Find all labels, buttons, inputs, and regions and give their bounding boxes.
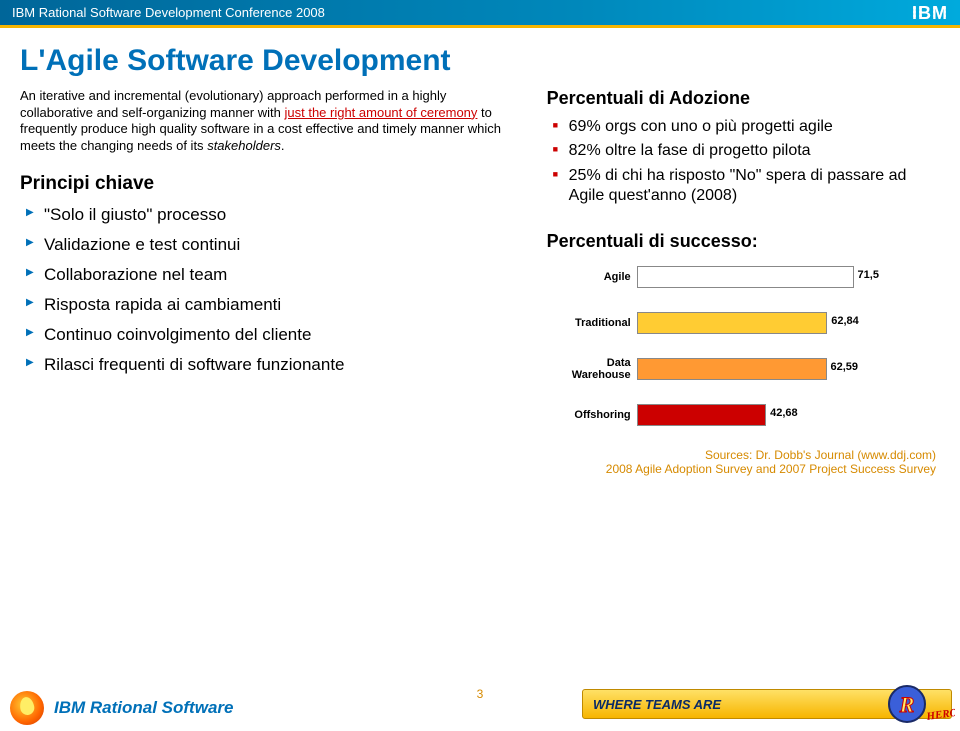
footer-title: IBM Rational Software <box>54 698 233 718</box>
footer-banner: WHERE TEAMS ARE R HEROES <box>582 689 952 719</box>
principi-item: Risposta rapida ai cambiamenti <box>26 295 523 315</box>
conference-title: IBM Rational Software Development Confer… <box>12 5 325 20</box>
intro-period: . <box>281 138 285 153</box>
chart-value: 62,84 <box>831 315 859 327</box>
chart-value: 71,5 <box>858 269 879 281</box>
flame-icon <box>10 691 44 725</box>
chart-bar-wrap: 62,59 <box>637 358 940 380</box>
principi-heading: Principi chiave <box>20 173 523 195</box>
intro-stakeholders: stakeholders <box>207 138 281 153</box>
banner-text: WHERE TEAMS ARE <box>593 697 721 712</box>
r-heroes-icon: R HEROES <box>885 682 955 726</box>
sources-block: Sources: Dr. Dobb's Journal (www.ddj.com… <box>547 448 940 477</box>
chart-row: Agile 71,5 <box>547 264 940 290</box>
right-column: Percentuali di Adozione 69% orgs con uno… <box>547 88 940 477</box>
chart-bar <box>637 266 854 288</box>
chart-label: Traditional <box>547 317 637 329</box>
principi-list: "Solo il giusto" processo Validazione e t… <box>20 205 523 375</box>
sources-line1: Sources: Dr. Dobb's Journal (www.ddj.com… <box>547 448 936 462</box>
adoption-item: 69% orgs con uno o più progetti agile <box>553 117 940 137</box>
content-area: An iterative and incremental (evolutiona… <box>0 88 960 477</box>
principi-item: Collaborazione nel team <box>26 265 523 285</box>
slide-title: L'Agile Software Development <box>20 44 940 78</box>
adoption-item: 25% di chi ha risposto "No" spera di pas… <box>553 166 940 207</box>
chart-value: 62,59 <box>831 361 859 373</box>
principi-item: "Solo il giusto" processo <box>26 205 523 225</box>
chart-row: Traditional 62,84 <box>547 310 940 336</box>
chart-bar <box>637 358 827 380</box>
footer: IBM Rational Software 3 WHERE TEAMS ARE … <box>0 691 960 725</box>
chart-label: Offshoring <box>547 409 637 421</box>
success-heading: Percentuali di successo: <box>547 231 940 252</box>
chart-row: Data Warehouse 62,59 <box>547 356 940 382</box>
sources-line2: 2008 Agile Adoption Survey and 2007 Proj… <box>547 462 936 476</box>
left-column: An iterative and incremental (evolutiona… <box>20 88 523 477</box>
intro-emphasis: just the right amount of ceremony <box>284 105 477 120</box>
adoption-heading: Percentuali di Adozione <box>547 88 940 109</box>
principi-item: Rilasci frequenti di software funzionant… <box>26 355 523 375</box>
heroes-text: HEROES <box>925 705 955 723</box>
svg-text:R: R <box>899 692 915 717</box>
chart-label: Data Warehouse <box>547 357 637 381</box>
chart-bar-wrap: 42,68 <box>637 404 940 426</box>
adoption-list: 69% orgs con uno o più progetti agile 82%… <box>547 117 940 207</box>
principi-item: Validazione e test continui <box>26 235 523 255</box>
chart-bar-wrap: 71,5 <box>637 266 940 288</box>
chart-bar <box>637 312 828 334</box>
chart-value: 42,68 <box>770 407 798 419</box>
intro-paragraph: An iterative and incremental (evolutiona… <box>20 88 523 155</box>
adoption-item: 82% oltre la fase di progetto pilota <box>553 141 940 161</box>
chart-bar <box>637 404 766 426</box>
ibm-logo: IBM <box>912 3 948 24</box>
header-bar: IBM Rational Software Development Confer… <box>0 0 960 28</box>
chart-row: Offshoring 42,68 <box>547 402 940 428</box>
chart-label: Agile <box>547 271 637 283</box>
success-chart: Agile 71,5 Traditional 62,84 Data Warehouse 6… <box>547 264 940 428</box>
chart-bar-wrap: 62,84 <box>637 312 940 334</box>
page-number: 3 <box>477 687 484 701</box>
principi-item: Continuo coinvolgimento del cliente <box>26 325 523 345</box>
